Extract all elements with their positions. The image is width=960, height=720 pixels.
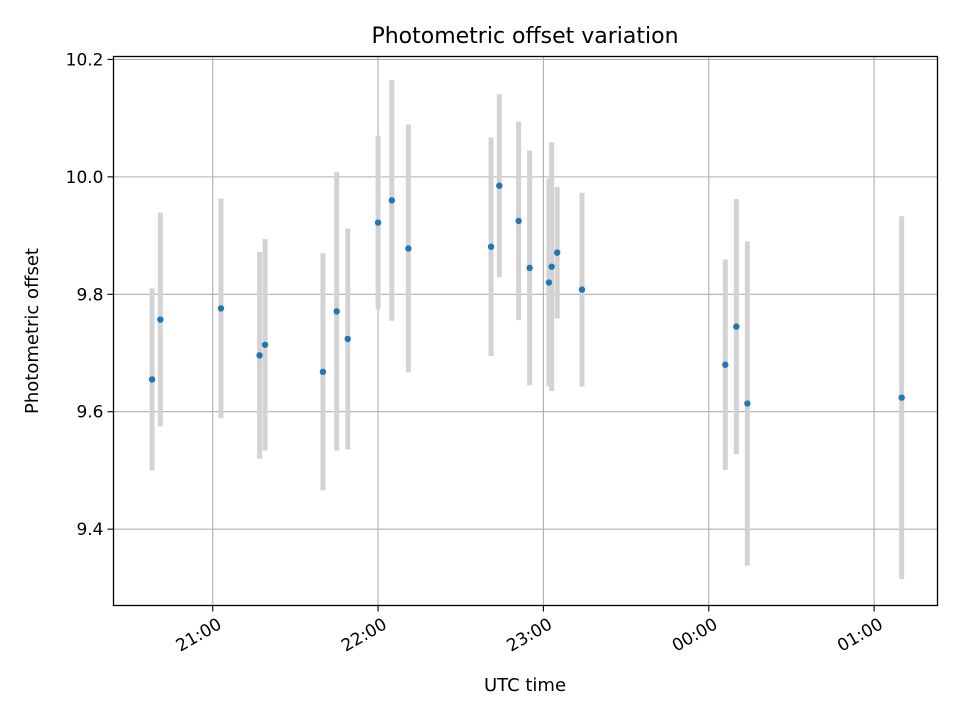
data-point	[217, 305, 225, 312]
error-bars	[149, 79, 905, 580]
plot-frame	[112, 55, 939, 607]
x-tick-label: 23:00	[503, 615, 555, 657]
data-point	[545, 279, 553, 286]
data-point	[487, 243, 495, 250]
chart-title: Photometric offset variation	[371, 24, 678, 49]
data-point	[548, 263, 555, 270]
x-tick-label: 21:00	[173, 615, 225, 657]
data-point	[526, 264, 533, 272]
data-point	[333, 308, 340, 315]
data-point	[319, 368, 327, 376]
x-tick-label: 01:00	[834, 615, 886, 657]
ticks: 21:00 22:00 23:00 00:00 01:00 9.4 9.6 9.8 10.0 10…	[66, 50, 887, 656]
data-point	[261, 341, 269, 348]
data-point	[553, 249, 561, 256]
data-point	[344, 335, 351, 343]
y-axis-label: Photometric offset	[22, 248, 43, 414]
data-point	[374, 219, 382, 226]
data-point	[733, 323, 740, 330]
data-point	[157, 316, 164, 323]
data-point	[578, 286, 586, 293]
data-point	[515, 217, 522, 225]
data-point	[744, 400, 751, 407]
data-point	[256, 352, 263, 359]
x-tick-label: 22:00	[338, 615, 390, 657]
x-axis-label: UTC time	[484, 675, 566, 696]
y-tick-label: 9.4	[76, 520, 103, 540]
data-point	[722, 361, 729, 368]
data-point	[898, 394, 905, 401]
data-points	[148, 182, 905, 407]
data-point	[496, 182, 503, 189]
data-point	[388, 197, 396, 204]
y-tick-label: 9.6	[76, 403, 103, 423]
y-tick-label: 10.0	[66, 168, 104, 188]
y-tick-label: 9.8	[76, 285, 103, 305]
y-tick-label: 10.2	[66, 50, 104, 70]
x-tick-label: 00:00	[669, 615, 721, 657]
grid	[113, 56, 938, 606]
data-point	[405, 245, 412, 252]
data-point	[148, 376, 156, 383]
